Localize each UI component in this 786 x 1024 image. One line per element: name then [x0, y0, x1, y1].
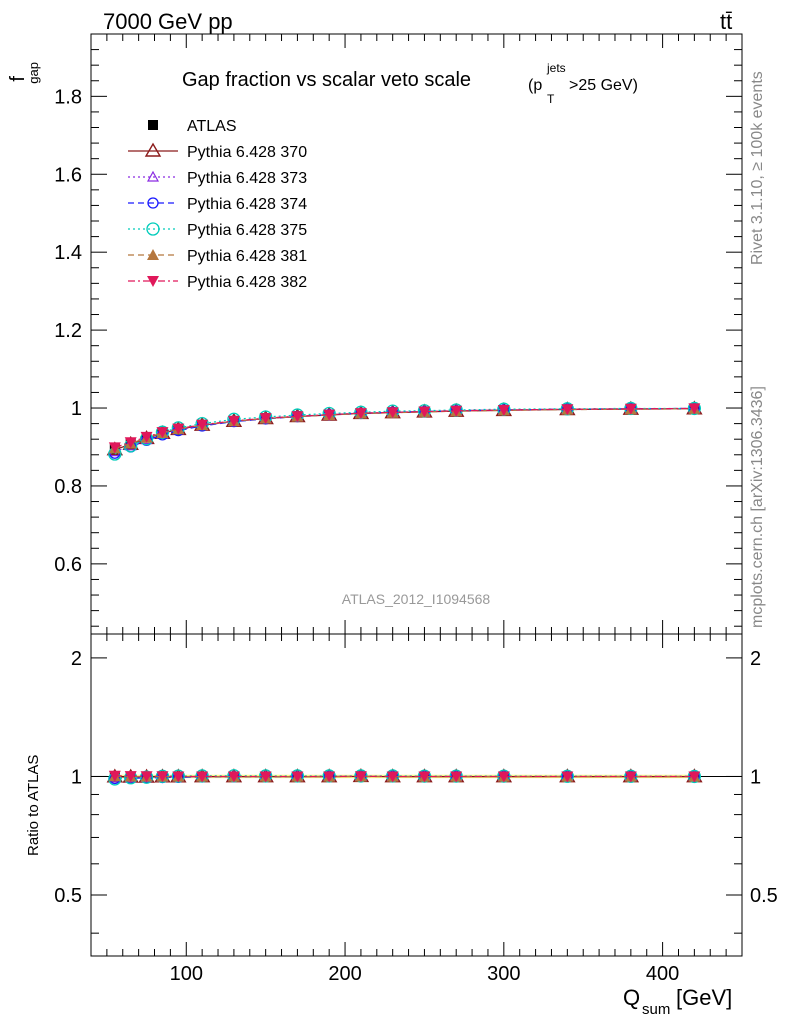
series-6-point: [561, 404, 574, 416]
x-axis-label-unit: [GeV]: [676, 985, 732, 1010]
y-tick-label: 1.8: [54, 86, 82, 108]
x-axis-label-main: Q: [623, 985, 640, 1010]
series-6-ratio-point: [323, 771, 336, 783]
rivet-side-label: Rivet 3.1.10, ≥ 100k events: [749, 71, 766, 265]
y-tick-label: 0.8: [54, 476, 82, 498]
series-6-point: [323, 409, 336, 421]
legend-label-5: Pythia 6.428 381: [187, 248, 307, 265]
series-6-point: [259, 413, 272, 425]
ratio-y-tick-label: 1: [71, 766, 82, 788]
ratio-y-tick-label: 0.5: [54, 885, 82, 907]
series-6-point: [140, 431, 153, 443]
ratio-series-layer: [106, 768, 703, 786]
series-6-point: [227, 415, 240, 427]
series-6-ratio-point: [561, 771, 574, 783]
legend-label-1: Pythia 6.428 370: [187, 144, 307, 161]
series-6-ratio-point: [354, 771, 367, 783]
series-6-point: [386, 407, 399, 419]
series-6-ratio-point: [497, 771, 510, 783]
series-6-point: [124, 437, 137, 449]
series-6-ratio-point: [156, 771, 169, 783]
y-tick-label: 1: [71, 398, 82, 420]
x-tick-label: 200: [328, 963, 361, 985]
process-label: tt̄: [720, 9, 732, 34]
series-6-point: [624, 403, 637, 415]
legend: ATLAS Pythia 6.428 370 Pythia 6.428 373 Pyt…: [128, 118, 307, 291]
ratio-y-tick-label-right: 0.5: [750, 885, 778, 907]
series-6-point: [108, 442, 121, 454]
series-6-ratio-point: [140, 771, 153, 783]
series-6-ratio-point: [172, 771, 185, 783]
series-6-ratio-point: [259, 771, 272, 783]
series-4-line: [114, 407, 695, 455]
legend-marker-0: [148, 120, 158, 130]
series-6-point: [291, 411, 304, 423]
legend-label-0: ATLAS: [187, 118, 237, 135]
y-axis-label-ratio: Ratio to ATLAS: [25, 755, 42, 856]
legend-label-4: Pythia 6.428 375: [187, 222, 307, 239]
series-6-point: [156, 427, 169, 439]
plot-title-main: Gap fraction vs scalar veto scale: [182, 69, 471, 91]
plot-title-cut: (p: [528, 77, 542, 94]
series-6-point: [497, 404, 510, 416]
ratio-panel-frame: [90, 633, 743, 957]
series-6-ratio-point: [196, 771, 209, 783]
tick-labels: 100 200 300 400 0.6 0.8 1 1.2 1.4 1.6 1.8 0.5 0.5 1 1 2…: [54, 86, 778, 985]
x-tick-label: 400: [646, 963, 679, 985]
series-layer: [106, 400, 703, 461]
legend-marker-5: [147, 249, 159, 260]
plot-title-cut-sub: T: [547, 92, 555, 106]
y-tick-label: 1.6: [54, 164, 82, 186]
plot-title-cut-sup: jets: [546, 61, 566, 75]
mcplots-side-label: mcplots.cern.ch [arXiv:1306.3436]: [749, 386, 766, 628]
series-6-ratio-point: [688, 771, 701, 783]
x-axis-label: Q: [623, 985, 640, 1010]
legend-marker-6: [147, 276, 159, 287]
series-6-point: [450, 405, 463, 417]
series-6-point: [196, 419, 209, 431]
series-6-point: [172, 423, 185, 435]
series-6-ratio-point: [124, 771, 137, 783]
y-tick-label: 1.2: [54, 320, 82, 342]
series-6-ratio-point: [624, 771, 637, 783]
x-tick-label: 300: [487, 963, 520, 985]
series-6-ratio-point: [418, 771, 431, 783]
y-tick-label: 1.4: [54, 242, 82, 264]
series-6-point: [688, 403, 701, 415]
series-6-ratio-point: [108, 770, 121, 782]
legend-marker-2: [146, 170, 160, 182]
series-6-point: [418, 406, 431, 418]
legend-marker-4: [146, 222, 160, 236]
energy-label: 7000 GeV pp: [103, 9, 233, 34]
y-tick-label: 0.6: [54, 554, 82, 576]
legend-label-6: Pythia 6.428 382: [187, 274, 307, 291]
analysis-watermark: ATLAS_2012_I1094568: [342, 591, 491, 607]
legend-label-2: Pythia 6.428 373: [187, 170, 307, 187]
plot-title-cut-tail: >25 GeV): [569, 77, 638, 94]
x-tick-label: 100: [170, 963, 203, 985]
series-6-ratio-line: [114, 775, 695, 778]
ratio-y-tick-label-right: 2: [750, 648, 761, 670]
y-axis-label-main-text: f: [7, 76, 29, 82]
series-6-ratio-point: [386, 771, 399, 783]
series-6-point: [354, 408, 367, 420]
ratio-y-tick-label-right: 1: [750, 766, 761, 788]
y-axis-label-main-sub: gap: [26, 62, 41, 84]
plot-title: Gap fraction vs scalar veto scale: [182, 69, 471, 91]
y-axis-label-main: f: [7, 76, 29, 82]
ratio-y-tick-label: 2: [71, 648, 82, 670]
series-6-ratio-point: [227, 771, 240, 783]
series-6-ratio-point: [291, 771, 304, 783]
series-6-ratio-point: [450, 771, 463, 783]
x-axis-label-sub: sum: [642, 1001, 670, 1018]
legend-label-3: Pythia 6.428 374: [187, 196, 307, 213]
title-cut-open: (p: [528, 77, 542, 94]
legend-marker-1: [144, 142, 162, 157]
legend-marker-3: [147, 197, 159, 209]
